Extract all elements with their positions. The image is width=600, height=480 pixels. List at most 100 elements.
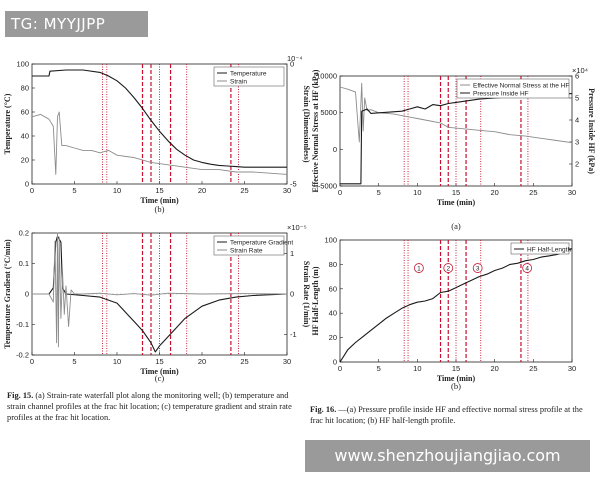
y-tick-label: 0 xyxy=(25,290,29,299)
y-tick-label: 60 xyxy=(21,108,29,117)
watermark-bottom-badge: www.shenzhoujiangjiao.com xyxy=(305,440,590,472)
fig16-caption: Fig. 16. —(a) Pressure profile inside HF… xyxy=(310,404,594,426)
y-tick-label: -5000 xyxy=(318,182,337,191)
x-tick-label: 30 xyxy=(283,186,291,195)
x-tick-label: 20 xyxy=(490,364,498,373)
fig16-caption-label: Fig. 16. xyxy=(310,405,337,414)
x-tick-label: 5 xyxy=(377,364,381,373)
annotation-circle xyxy=(472,263,483,273)
y2-tick-label: 4 xyxy=(575,116,579,125)
series-line-effective-normal-stress-at-the-hf xyxy=(339,82,573,144)
panel-sublabel: (b) xyxy=(451,381,461,391)
y2-tick-label: -1 xyxy=(290,330,297,339)
annotation-label: 4 xyxy=(525,265,529,272)
legend-label: Temperature xyxy=(230,70,267,77)
series-line-hf-half-length xyxy=(339,248,573,363)
y-tick-label: 0 xyxy=(333,145,337,154)
panel-sublabel: (a) xyxy=(451,221,461,231)
x-axis-title: Time (min) xyxy=(437,198,476,207)
y2-exponent-label: 10⁻⁴ xyxy=(287,54,303,63)
x-tick-label: 15 xyxy=(155,357,163,366)
y-tick-label: 0 xyxy=(333,358,337,367)
x-axis-title: Time (min) xyxy=(437,374,476,383)
x-tick-label: 15 xyxy=(155,186,163,195)
y2-tick-label: 5 xyxy=(575,94,579,103)
x-tick-label: 5 xyxy=(72,357,76,366)
x-tick-label: 30 xyxy=(568,188,576,197)
y-tick-label: 100 xyxy=(16,60,29,69)
legend-box xyxy=(456,78,570,99)
x-axis-title: Time (min) xyxy=(140,196,179,205)
watermark-top-badge: TG: MYYJJPP xyxy=(5,11,148,37)
y2-tick-label: 0 xyxy=(290,60,294,69)
x-tick-label: 20 xyxy=(490,188,498,197)
x-tick-label: 20 xyxy=(198,357,206,366)
y2-tick-label: 2 xyxy=(575,160,579,169)
y-tick-label: 20 xyxy=(21,156,29,165)
y-axis-title: Effective Normal Stress at HF (kPa) xyxy=(311,69,320,192)
y2-exponent-label: ×10⁴ xyxy=(572,66,588,75)
x-tick-label: 0 xyxy=(338,188,342,197)
annotation-circle xyxy=(522,263,533,273)
y2-axis-title: Strain (Dimensionless) xyxy=(302,85,311,162)
x-tick-label: 25 xyxy=(529,188,537,197)
x-tick-label: 30 xyxy=(283,357,291,366)
x-tick-label: 5 xyxy=(72,186,76,195)
y-axis-title: Temperature Gradient (°C/min) xyxy=(3,239,12,349)
series-line-temperature-gradient xyxy=(32,235,288,353)
x-tick-label: 10 xyxy=(113,186,121,195)
y-tick-label: -0.2 xyxy=(16,351,29,360)
y-tick-label: 20 xyxy=(329,333,337,342)
y2-tick-label: 6 xyxy=(575,72,579,81)
x-tick-label: 5 xyxy=(377,188,381,197)
x-tick-label: 15 xyxy=(452,364,460,373)
annotation-label: 3 xyxy=(476,265,480,272)
y2-axis-title: Pressure Inside HF (kPa) xyxy=(587,88,596,174)
x-tick-label: 25 xyxy=(529,364,537,373)
y-tick-label: 80 xyxy=(329,260,337,269)
y-tick-label: -0.1 xyxy=(16,320,29,329)
x-axis-title: Time (min) xyxy=(140,367,179,376)
legend-label: Pressure Inside HF xyxy=(473,90,529,97)
y-tick-label: 0.2 xyxy=(19,229,29,238)
panel-sublabel: (b) xyxy=(155,204,165,214)
legend-box xyxy=(510,242,570,255)
annotation-label: 1 xyxy=(417,265,421,272)
annotation-circle xyxy=(413,263,424,273)
y-tick-label: 0 xyxy=(25,180,29,189)
x-tick-label: 10 xyxy=(413,364,421,373)
y2-axis-title: Strain Rate (1/min) xyxy=(302,261,311,328)
y-tick-label: 100 xyxy=(324,236,337,245)
y-tick-label: 5000 xyxy=(320,108,337,117)
series-line-strain xyxy=(31,111,288,175)
x-tick-label: 0 xyxy=(30,186,34,195)
x-tick-label: 20 xyxy=(198,186,206,195)
y-axis-title: Temperature (°C) xyxy=(3,93,12,154)
y-tick-label: 0.1 xyxy=(19,259,29,268)
y-tick-label: 60 xyxy=(329,284,337,293)
legend-box xyxy=(213,66,285,87)
y2-tick-label: 1 xyxy=(290,249,294,258)
y-axis-title: HF Half-Length (m) xyxy=(311,266,320,335)
y-tick-label: 10000 xyxy=(316,72,337,81)
fig16-caption-text: —(a) Pressure profile inside HF and effe… xyxy=(310,405,583,425)
x-tick-label: 30 xyxy=(568,364,576,373)
x-tick-label: 25 xyxy=(240,357,248,366)
annotation-circle xyxy=(443,263,454,273)
legend-label: Temperature Gradient xyxy=(230,239,293,246)
legend-label: Strain Rate xyxy=(230,247,263,254)
y2-tick-label: 0 xyxy=(290,290,294,299)
x-tick-label: 0 xyxy=(338,364,342,373)
y2-tick-label: -5 xyxy=(290,180,297,189)
x-tick-label: 0 xyxy=(30,357,34,366)
legend-label: Effective Normal Stress at the HF xyxy=(473,82,569,89)
legend-box xyxy=(213,235,285,256)
x-tick-label: 10 xyxy=(113,357,121,366)
fig15-caption: Fig. 15. (a) Strain-rate waterfall plot … xyxy=(7,390,297,423)
series-line-strain-rate xyxy=(32,232,288,348)
x-tick-label: 10 xyxy=(413,188,421,197)
annotation-label: 2 xyxy=(446,265,450,272)
y2-tick-label: 3 xyxy=(575,138,579,147)
legend-label: HF Half-Length xyxy=(527,246,571,253)
